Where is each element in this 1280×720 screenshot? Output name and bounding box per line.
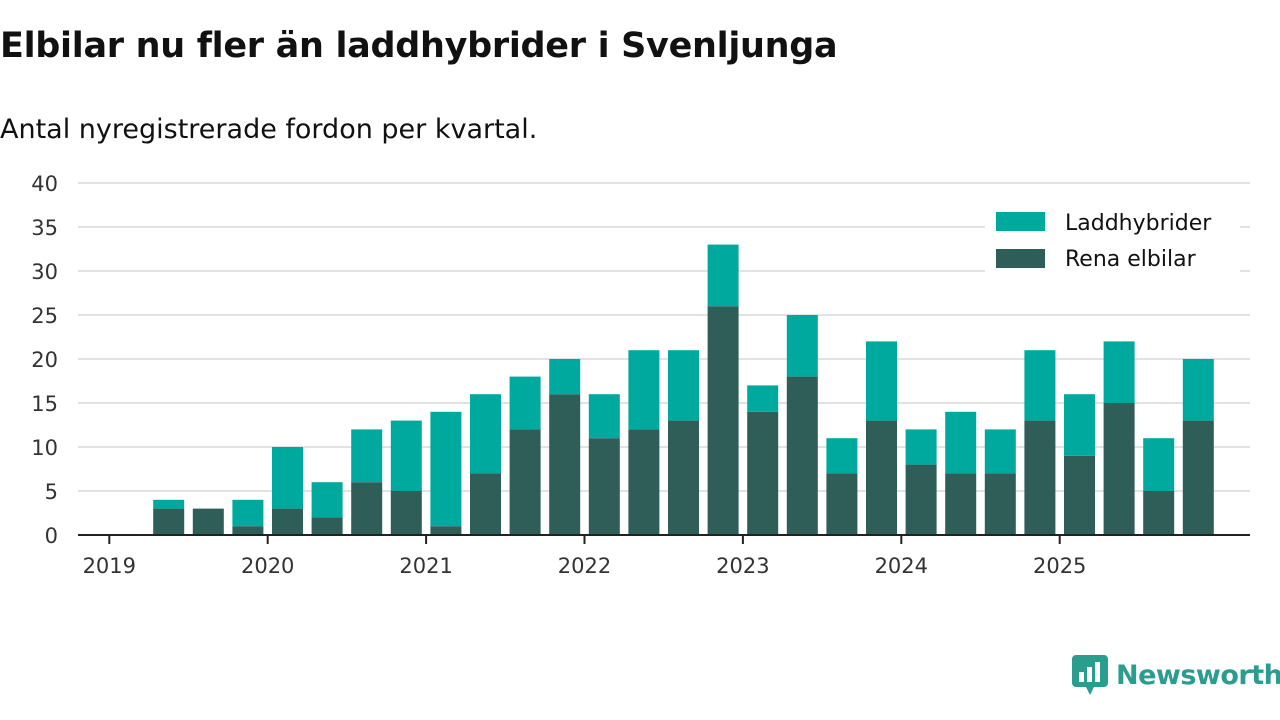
y-tick-label: 25 xyxy=(31,304,58,328)
bar-laddhybrider xyxy=(984,429,1016,474)
x-tick-label: 2023 xyxy=(716,554,769,578)
bar-rena-elbilar xyxy=(984,473,1016,535)
bar-laddhybrider xyxy=(549,359,581,395)
bar-rena-elbilar xyxy=(232,526,264,535)
legend-label-laddhybrider: Laddhybrider xyxy=(1065,211,1212,236)
bar-rena-elbilar xyxy=(192,508,224,535)
legend-swatch-laddhybrider xyxy=(996,212,1045,231)
bar-rena-elbilar xyxy=(390,491,422,535)
bar-laddhybrider xyxy=(1143,438,1175,491)
bar-laddhybrider xyxy=(1064,394,1095,456)
bar-rena-elbilar xyxy=(786,376,818,535)
bar-rena-elbilar xyxy=(351,482,383,535)
bar-laddhybrider xyxy=(232,499,264,527)
bar-laddhybrider xyxy=(430,411,462,527)
bar-laddhybrider xyxy=(628,350,660,430)
bar-rena-elbilar xyxy=(866,420,897,535)
bar-laddhybrider xyxy=(786,315,818,377)
bar-rena-elbilar xyxy=(311,517,343,535)
bar-rena-elbilar xyxy=(1024,420,1056,535)
bar-rena-elbilar xyxy=(945,473,977,535)
bar-laddhybrider xyxy=(588,394,620,439)
x-tick-label: 2024 xyxy=(875,554,928,578)
bar-laddhybrider xyxy=(470,394,501,474)
y-axis-ticks: 0 5 10 15 20 25 30 35 40 xyxy=(31,172,58,548)
bar-rena-elbilar xyxy=(430,526,462,535)
bar-rena-elbilar xyxy=(905,464,937,535)
bar-rena-elbilar xyxy=(549,394,581,535)
bar-laddhybrider xyxy=(747,385,779,412)
bar-rena-elbilar xyxy=(1103,403,1135,535)
x-tick-label: 2019 xyxy=(83,554,136,578)
y-tick-label: 35 xyxy=(31,216,58,240)
y-tick-label: 15 xyxy=(31,392,58,416)
legend-swatch-rena-elbilar xyxy=(996,249,1045,268)
bar-laddhybrider xyxy=(945,411,977,474)
bar-rena-elbilar xyxy=(747,411,779,535)
y-tick-label: 20 xyxy=(31,348,58,372)
bar-laddhybrider xyxy=(1182,359,1214,421)
y-tick-label: 40 xyxy=(31,172,58,196)
bar-rena-elbilar xyxy=(826,473,858,535)
x-tick-label: 2021 xyxy=(399,554,452,578)
bar-laddhybrider xyxy=(509,376,541,430)
bar-laddhybrider xyxy=(351,429,383,483)
legend: Laddhybrider Rena elbilar xyxy=(985,202,1240,278)
bar-rena-elbilar xyxy=(1182,420,1214,535)
y-tick-label: 5 xyxy=(45,480,58,504)
bar-rena-elbilar xyxy=(509,429,541,535)
bar-laddhybrider xyxy=(311,482,343,518)
bar-rena-elbilar xyxy=(153,508,185,535)
y-tick-label: 30 xyxy=(31,260,58,284)
bar-laddhybrider xyxy=(1103,341,1135,403)
bar-rena-elbilar xyxy=(470,473,501,535)
newsworthy-logo-icon xyxy=(1072,655,1108,695)
bar-laddhybrider xyxy=(905,429,937,465)
brand-name: Newsworthy xyxy=(1116,659,1280,691)
newsworthy-brand[interactable]: Newsworthy xyxy=(1072,654,1280,696)
bar-laddhybrider xyxy=(272,447,303,509)
y-tick-label: 0 xyxy=(45,524,58,548)
bar-laddhybrider xyxy=(668,350,699,421)
x-tick-label: 2022 xyxy=(558,554,611,578)
bar-rena-elbilar xyxy=(588,438,620,535)
bar-rena-elbilar xyxy=(1064,455,1095,535)
bar-laddhybrider xyxy=(707,244,739,307)
x-axis-ticks: 2019 2020 2021 2022 2023 2024 2025 xyxy=(83,535,1086,578)
bars xyxy=(153,244,1214,535)
bar-laddhybrider xyxy=(1024,350,1056,421)
x-tick-label: 2025 xyxy=(1033,554,1086,578)
bar-rena-elbilar xyxy=(1143,491,1175,535)
bar-laddhybrider xyxy=(866,341,897,421)
bar-rena-elbilar xyxy=(707,306,739,535)
bar-rena-elbilar xyxy=(668,420,699,535)
y-tick-label: 10 xyxy=(31,436,58,460)
chart-title: Elbilar nu fler än laddhybrider i Svenlj… xyxy=(0,26,838,66)
legend-label-rena-elbilar: Rena elbilar xyxy=(1065,247,1197,272)
chart-subtitle: Antal nyregistrerade fordon per kvartal. xyxy=(0,114,538,145)
bar-laddhybrider xyxy=(153,499,185,509)
bar-rena-elbilar xyxy=(628,429,660,535)
bar-laddhybrider xyxy=(390,420,422,491)
bar-laddhybrider xyxy=(826,438,858,474)
x-tick-label: 2020 xyxy=(241,554,294,578)
bar-rena-elbilar xyxy=(272,508,303,535)
